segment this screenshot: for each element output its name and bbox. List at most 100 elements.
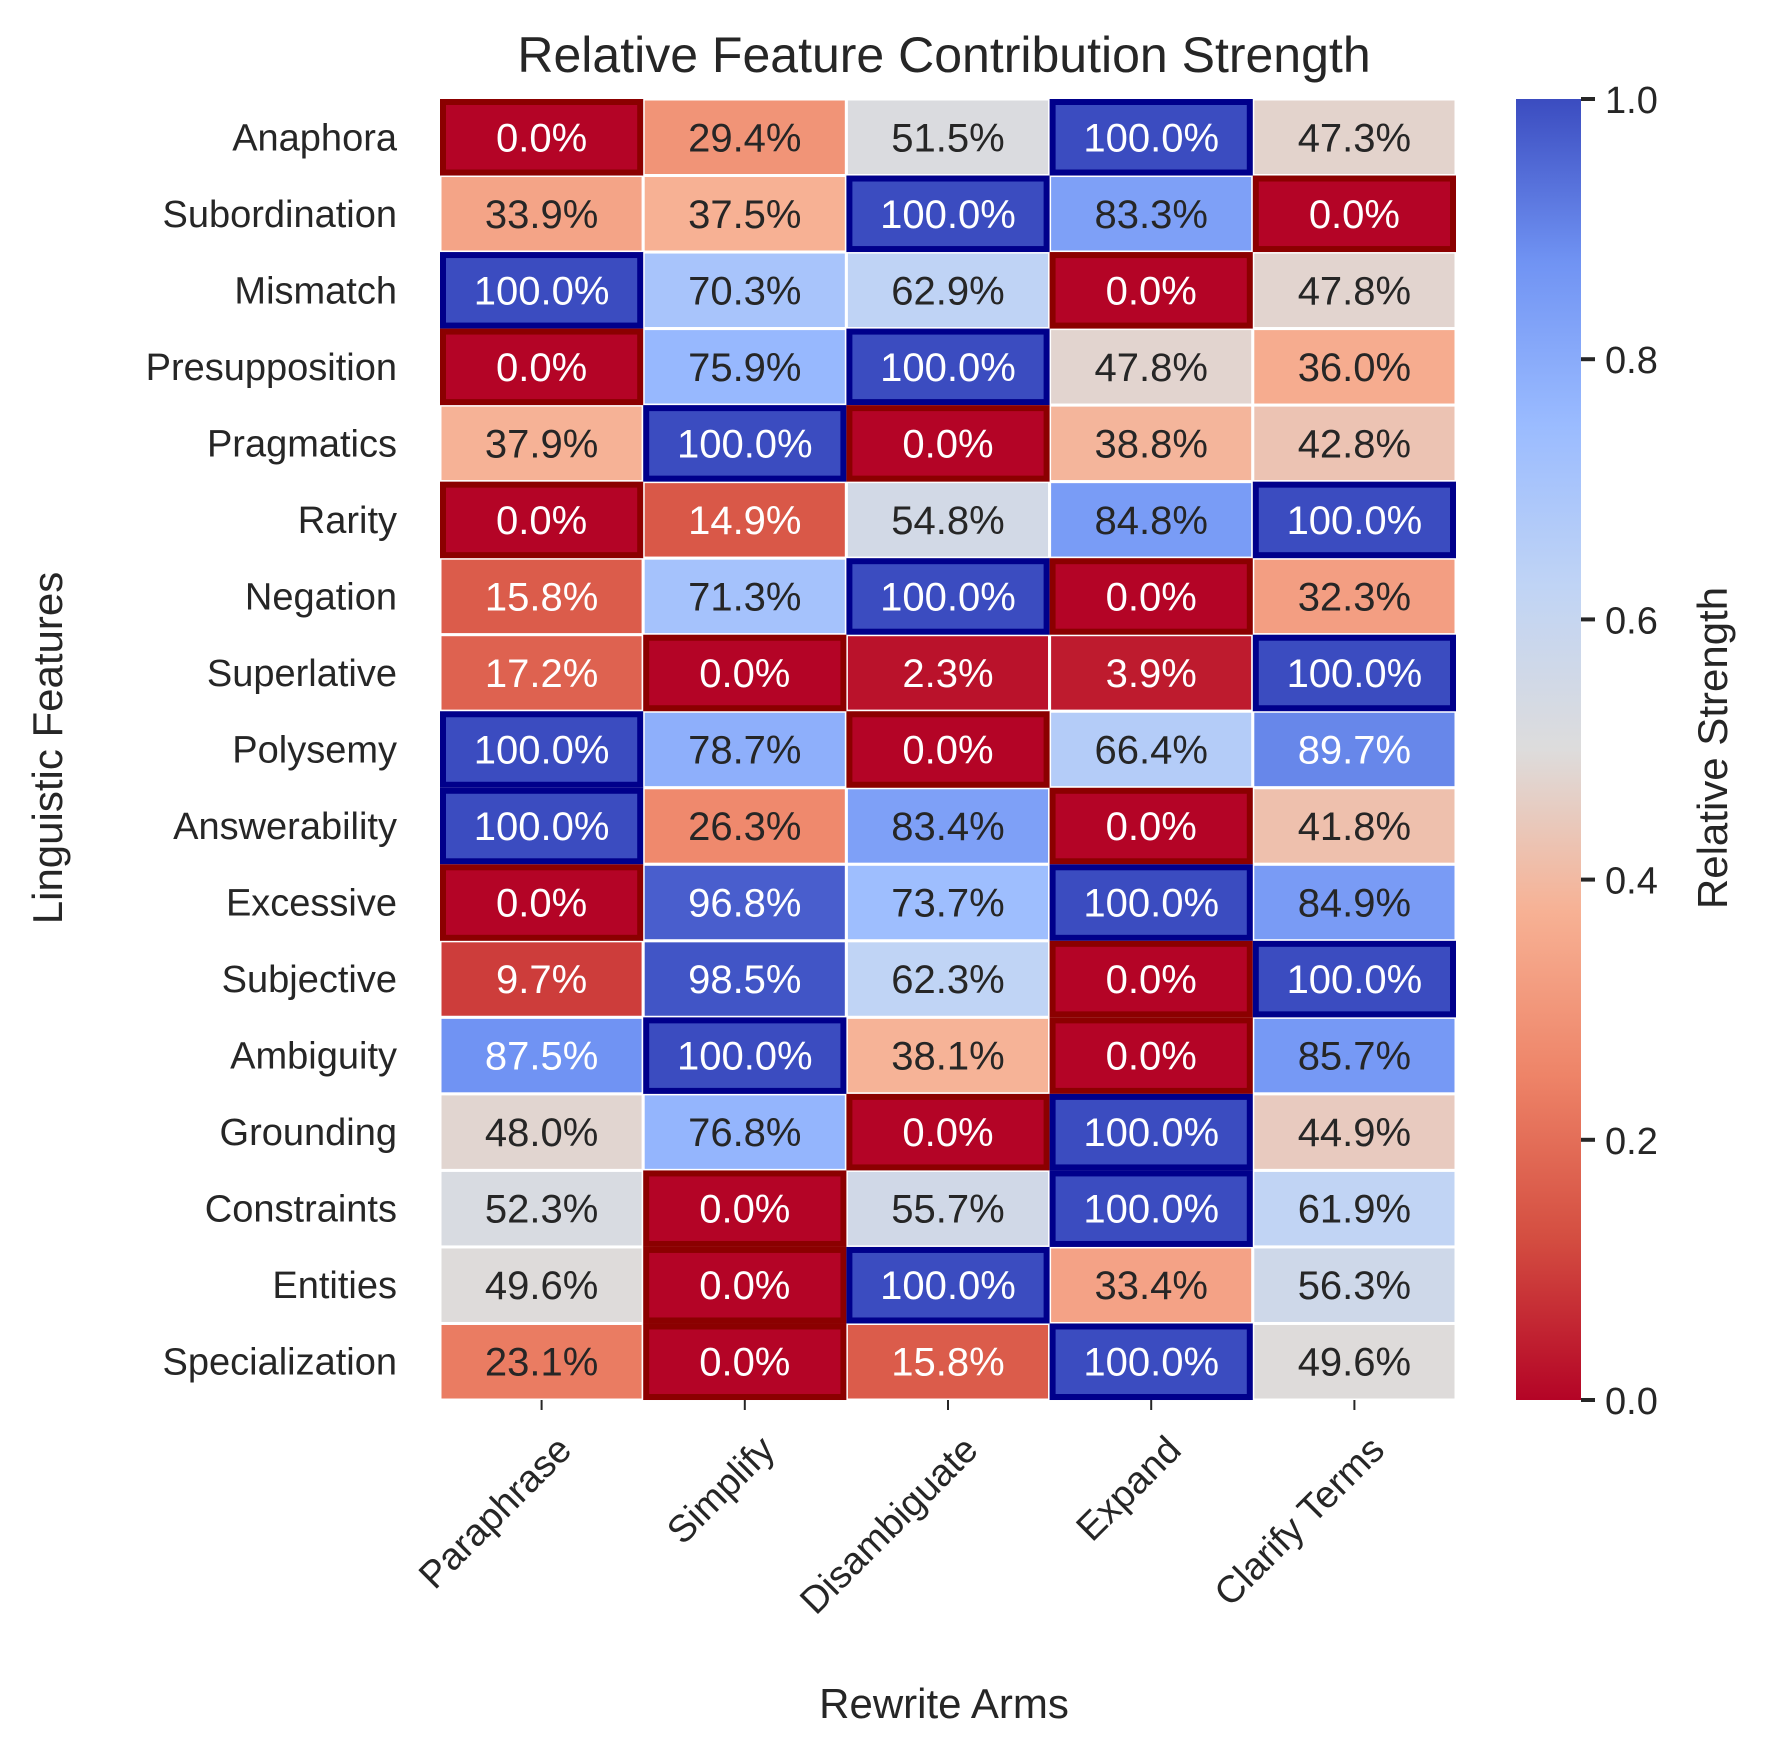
cell-label-ambiguity-simplify: 100.0% — [677, 1035, 813, 1079]
heatmap-cell-subordination-clarify-terms — [1251, 174, 1458, 254]
cell-label-polysemy-clarify-terms: 89.7% — [1298, 729, 1411, 773]
min-highlight-grounding-disambiguate — [846, 1093, 1050, 1171]
min-highlight-subjective-expand — [1049, 940, 1253, 1018]
cell-label-ambiguity-clarify-terms: 85.7% — [1298, 1035, 1411, 1079]
max-highlight-answerability-paraphrase — [440, 787, 644, 865]
heatmap-cell-excessive-disambiguate — [844, 862, 1052, 943]
colorbar-ticks: 0.0 0.2 0.4 0.6 0.8 1.0 — [1581, 80, 1658, 1423]
heatmap-cell-answerability-clarify-terms — [1251, 786, 1458, 866]
cell-label-mismatch-disambiguate: 62.9% — [891, 269, 1004, 313]
max-highlight-pragmatics-simplify — [643, 405, 847, 482]
cell-label-specialization-clarify-terms: 49.6% — [1298, 1341, 1411, 1385]
heatmap-cell-anaphora-simplify — [641, 97, 848, 178]
cell-label-superlative-expand: 3.9% — [1106, 652, 1197, 696]
heatmap-cell-pragmatics-simplify — [641, 403, 848, 484]
min-highlight-superlative-simplify — [643, 634, 847, 712]
max-highlight-grounding-expand — [1049, 1093, 1253, 1171]
cell-label-subordination-clarify-terms: 0.0% — [1309, 193, 1400, 237]
cell-label-excessive-clarify-terms: 84.9% — [1298, 882, 1411, 926]
heatmap-cell-rarity-simplify — [641, 480, 848, 560]
cell-label-anaphora-disambiguate: 51.5% — [891, 116, 1004, 160]
min-highlight-answerability-expand — [1049, 787, 1253, 865]
cell-label-grounding-expand: 100.0% — [1083, 1111, 1219, 1155]
cell-label-anaphora-paraphrase: 0.0% — [496, 116, 587, 160]
cell-label-rarity-expand: 84.8% — [1094, 499, 1207, 543]
heatmap-cell-constraints-disambiguate — [844, 1168, 1052, 1249]
colorbar-tick-label-2: 0.4 — [1605, 861, 1658, 903]
cell-label-superlative-paraphrase: 17.2% — [485, 652, 598, 696]
cell-label-presupposition-disambiguate: 100.0% — [880, 346, 1016, 390]
chart-title: Relative Feature Contribution Strength — [517, 27, 1370, 83]
y-tick-label-presupposition: Presupposition — [146, 347, 397, 389]
max-highlight-constraints-expand — [1049, 1170, 1253, 1247]
cell-label-grounding-disambiguate: 0.0% — [902, 1111, 993, 1155]
cell-label-ambiguity-paraphrase: 87.5% — [485, 1035, 598, 1079]
heatmap-cell-entities-paraphrase — [438, 1245, 645, 1325]
x-axis-label: Rewrite Arms — [819, 1680, 1069, 1727]
min-highlight-negation-expand — [1049, 558, 1253, 635]
colorbar-gradient — [1516, 99, 1581, 1400]
cell-label-excessive-paraphrase: 0.0% — [496, 882, 587, 926]
cell-label-excessive-disambiguate: 73.7% — [891, 882, 1004, 926]
cell-label-constraints-paraphrase: 52.3% — [485, 1188, 598, 1232]
cell-label-subjective-paraphrase: 9.7% — [496, 958, 587, 1002]
cell-label-anaphora-expand: 100.0% — [1083, 116, 1219, 160]
y-tick-label-excessive: Excessive — [226, 883, 397, 925]
cell-label-anaphora-simplify: 29.4% — [688, 116, 801, 160]
y-axis-label: Linguistic Features — [24, 572, 71, 925]
cell-label-constraints-clarify-terms: 61.9% — [1298, 1188, 1411, 1232]
heatmap-cell-subjective-paraphrase — [438, 939, 645, 1019]
heatmap-cell-excessive-clarify-terms — [1251, 862, 1458, 943]
max-highlight-excessive-expand — [1049, 864, 1253, 941]
cell-label-presupposition-expand: 47.8% — [1094, 346, 1207, 390]
cell-label-polysemy-disambiguate: 0.0% — [902, 729, 993, 773]
x-tick-label-disambiguate: Disambiguate — [792, 1429, 986, 1623]
heatmap-cell-superlative-paraphrase — [438, 633, 645, 713]
cell-label-subordination-disambiguate: 100.0% — [880, 193, 1016, 237]
heatmap-cell-entities-disambiguate — [844, 1245, 1052, 1325]
heatmap-cell-presupposition-simplify — [641, 327, 848, 407]
heatmap-cell-grounding-simplify — [641, 1092, 848, 1172]
cell-label-answerability-clarify-terms: 41.8% — [1298, 805, 1411, 849]
min-highlight-constraints-simplify — [643, 1170, 847, 1247]
cell-label-ambiguity-disambiguate: 38.1% — [891, 1035, 1004, 1079]
cell-label-pragmatics-simplify: 100.0% — [677, 422, 813, 466]
y-tick-label-entities: Entities — [272, 1265, 397, 1307]
cell-label-superlative-clarify-terms: 100.0% — [1287, 652, 1423, 696]
cell-label-pragmatics-expand: 38.8% — [1094, 422, 1207, 466]
x-tick-label-expand: Expand — [1069, 1429, 1190, 1550]
cell-label-negation-clarify-terms: 32.3% — [1298, 575, 1411, 619]
y-tick-label-polysemy: Polysemy — [232, 730, 397, 772]
cell-label-rarity-clarify-terms: 100.0% — [1287, 499, 1423, 543]
y-tick-label-pragmatics: Pragmatics — [207, 423, 397, 465]
max-highlight-entities-disambiguate — [846, 1246, 1050, 1324]
cell-labels: 0.0% 29.4% 51.5% 100.0% 47.3% 33.9% 37.5% 100.0… — [474, 116, 1422, 1384]
cell-label-answerability-simplify: 26.3% — [688, 805, 801, 849]
min-highlight-pragmatics-disambiguate — [846, 405, 1050, 482]
min-highlight-anaphora-paraphrase — [440, 99, 644, 176]
heatmap-cell-negation-paraphrase — [438, 556, 645, 637]
cell-label-superlative-disambiguate: 2.3% — [902, 652, 993, 696]
cell-label-constraints-disambiguate: 55.7% — [891, 1188, 1004, 1232]
heatmap-cell-superlative-simplify — [641, 633, 848, 713]
heatmap-cell-polysemy-simplify — [641, 709, 848, 790]
y-tick-label-mismatch: Mismatch — [234, 270, 397, 312]
colorbar-tick-label-4: 0.8 — [1605, 340, 1658, 382]
cell-label-presupposition-paraphrase: 0.0% — [496, 346, 587, 390]
cell-label-entities-paraphrase: 49.6% — [485, 1264, 598, 1308]
heatmap-cell-pragmatics-paraphrase — [438, 403, 645, 484]
min-highlight-presupposition-paraphrase — [440, 328, 644, 406]
max-highlight-negation-disambiguate — [846, 558, 1050, 635]
y-tick-label-grounding: Grounding — [220, 1112, 397, 1154]
cell-label-grounding-clarify-terms: 44.9% — [1298, 1111, 1411, 1155]
heatmap-cell-rarity-expand — [1048, 480, 1255, 560]
extreme-highlights — [440, 99, 1457, 1401]
max-highlight-anaphora-expand — [1049, 99, 1253, 176]
heatmap-cell-excessive-expand — [1048, 862, 1255, 943]
max-highlight-specialization-expand — [1049, 1323, 1253, 1401]
y-tick-label-answerability: Answerability — [173, 806, 397, 848]
heatmap-cell-pragmatics-disambiguate — [844, 403, 1052, 484]
cell-label-subjective-simplify: 98.5% — [688, 958, 801, 1002]
cell-label-entities-clarify-terms: 56.3% — [1298, 1264, 1411, 1308]
